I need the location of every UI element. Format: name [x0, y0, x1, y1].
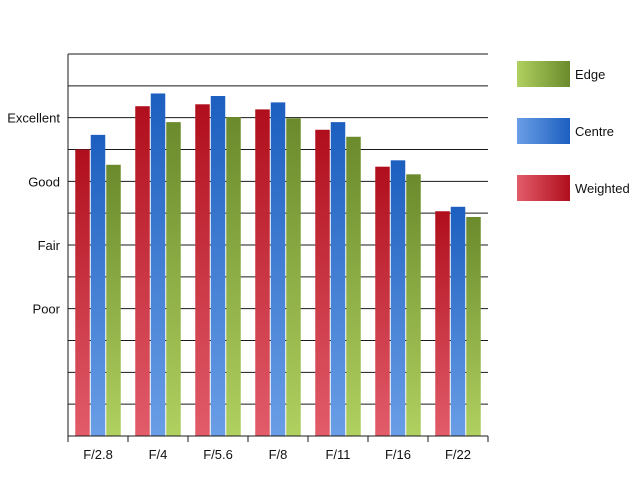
- bar-edge-f56: [226, 117, 241, 436]
- y-tick-label-fair: Fair: [38, 238, 61, 253]
- legend-label-edge: Edge: [575, 67, 605, 82]
- bar-edge-f28: [106, 164, 121, 436]
- x-tick-label: F/2.8: [83, 447, 113, 462]
- bars: [75, 93, 481, 437]
- y-tick-label-excellent: Excellent: [7, 111, 60, 126]
- bar-edge-f4: [166, 122, 181, 436]
- bar-edge-f22: [466, 216, 481, 436]
- x-tick-label: F/16: [385, 447, 411, 462]
- x-tick-label: F/22: [445, 447, 471, 462]
- bar-edge-f11: [346, 136, 361, 436]
- x-tick-label: F/11: [325, 447, 350, 462]
- x-tick-label: F/4: [149, 447, 168, 462]
- legend-label-centre: Centre: [575, 124, 614, 139]
- bar-weighted-f56: [195, 104, 210, 437]
- bar-weighted-f8: [255, 109, 270, 436]
- legend-swatch-weighted: [517, 175, 570, 201]
- bar-centre-f22: [450, 206, 466, 436]
- bar-weighted-f28: [75, 149, 90, 436]
- axes: [67, 54, 489, 442]
- bar-edge-f16: [406, 174, 421, 436]
- bar-centre-f56: [210, 96, 226, 437]
- bar-edge-f8: [286, 118, 301, 436]
- legend-swatch-edge: [517, 61, 570, 87]
- bar-weighted-f22: [435, 211, 450, 436]
- bar-weighted-f4: [135, 106, 150, 436]
- x-tick-label: F/5.6: [203, 447, 233, 462]
- legend-swatch-centre: [517, 118, 570, 144]
- bar-centre-f28: [90, 134, 106, 436]
- x-tick-label: F/8: [269, 447, 288, 462]
- y-tick-label-poor: Poor: [33, 302, 61, 317]
- bar-weighted-f16: [375, 166, 390, 436]
- y-tick-labels: Poor Fair Good Excellent: [7, 111, 60, 317]
- legend-label-weighted: Weighted: [575, 181, 630, 196]
- bar-centre-f16: [390, 160, 406, 436]
- bar-centre-f11: [330, 122, 346, 436]
- legend: Edge Centre Weighted: [517, 61, 630, 201]
- bar-centre-f8: [270, 102, 286, 437]
- bar-weighted-f11: [315, 129, 330, 436]
- y-tick-label-good: Good: [28, 174, 60, 189]
- bar-centre-f4: [150, 93, 166, 437]
- x-tick-labels: F/2.8 F/4 F/5.6 F/8 F/11 F/16 F/22: [83, 447, 471, 462]
